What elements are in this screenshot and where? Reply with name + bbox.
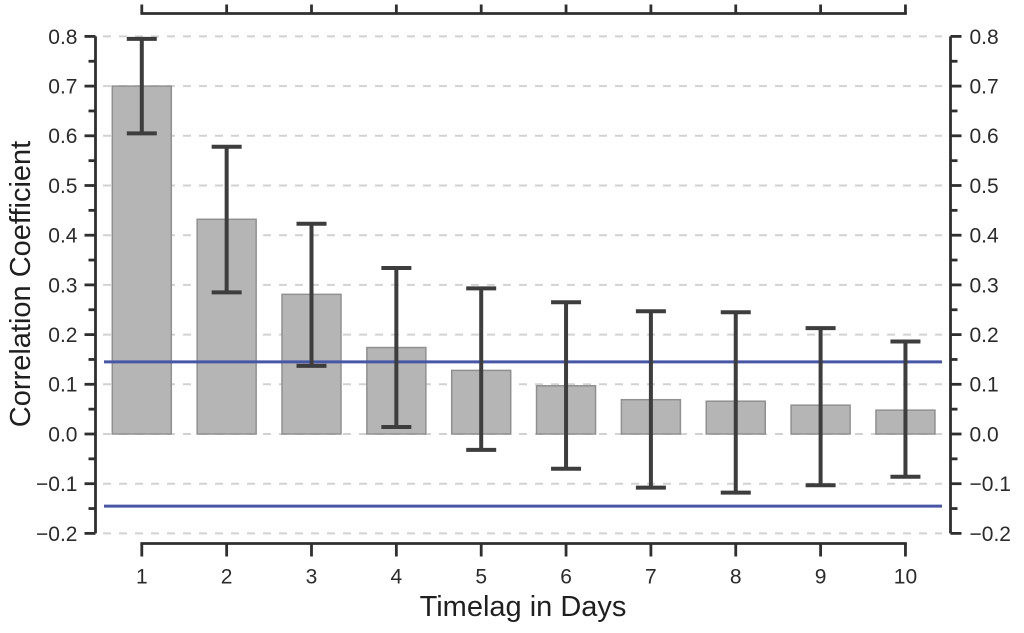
error-bar — [381, 266, 412, 430]
x-tick-label: 9 — [815, 566, 827, 589]
y-axis-title: Correlation Coefficient — [5, 141, 37, 427]
x-tick-label: 6 — [560, 566, 572, 589]
x-axis-title: Timelag in Days — [420, 591, 627, 623]
error-bar — [211, 144, 242, 295]
left-y-tick-label: 0.5 — [48, 175, 77, 198]
bars-layer — [111, 85, 936, 435]
error-bars-layer — [126, 36, 921, 495]
significance-lines-layer — [104, 360, 942, 508]
error-bar — [126, 36, 157, 136]
right-y-tick-label: 0.2 — [970, 324, 999, 347]
error-bar — [805, 326, 836, 488]
x-tick-label: 2 — [221, 566, 233, 589]
x-tick-label: 3 — [306, 566, 318, 589]
right-y-tick-label: −0.2 — [970, 523, 1011, 546]
x-tick-label: 8 — [730, 566, 742, 589]
bar — [111, 85, 173, 435]
right-y-tick-label: 0.3 — [970, 274, 999, 297]
error-bar — [890, 339, 921, 479]
right-y-tick-label: 0.7 — [970, 75, 999, 98]
left-y-tick-label: −0.2 — [36, 523, 77, 546]
x-tick-label: 1 — [136, 566, 148, 589]
tick-labels-layer: 0.8 0.8 0.7 0.7 0.6 0.6 0.5 0.5 0.4 0.4 0.3 0.3 0.2 0… — [36, 26, 1011, 589]
left-y-tick-label: 0.0 — [48, 423, 77, 446]
right-y-tick-label: −0.1 — [970, 473, 1011, 496]
error-bar — [466, 286, 497, 452]
left-y-tick-label: 0.8 — [48, 26, 77, 49]
right-y-tick-label: 0.8 — [970, 26, 999, 49]
right-y-tick-label: 0.5 — [970, 175, 999, 198]
left-y-tick-label: 0.3 — [48, 274, 77, 297]
right-y-tick-label: 0.4 — [970, 225, 1000, 248]
x-tick-label: 4 — [391, 566, 403, 589]
left-y-tick-label: 0.7 — [48, 75, 77, 98]
right-y-tick-label: 0.6 — [970, 125, 999, 148]
left-y-tick-label: 0.1 — [48, 374, 77, 397]
left-y-tick-label: −0.1 — [36, 473, 77, 496]
axes-layer — [84, 4, 962, 557]
x-tick-label: 10 — [894, 566, 917, 589]
x-tick-label: 7 — [645, 566, 657, 589]
left-y-tick-label: 0.2 — [48, 324, 77, 347]
left-y-tick-label: 0.4 — [48, 225, 78, 248]
right-y-tick-label: 0.0 — [970, 423, 999, 446]
gridlines-layer — [103, 35, 942, 535]
left-y-tick-label: 0.6 — [48, 125, 77, 148]
error-bar — [720, 310, 751, 495]
error-bar — [551, 300, 582, 471]
x-tick-label: 5 — [475, 566, 487, 589]
error-bar — [635, 309, 666, 490]
error-bar — [296, 221, 327, 368]
right-y-tick-label: 0.1 — [970, 374, 999, 397]
